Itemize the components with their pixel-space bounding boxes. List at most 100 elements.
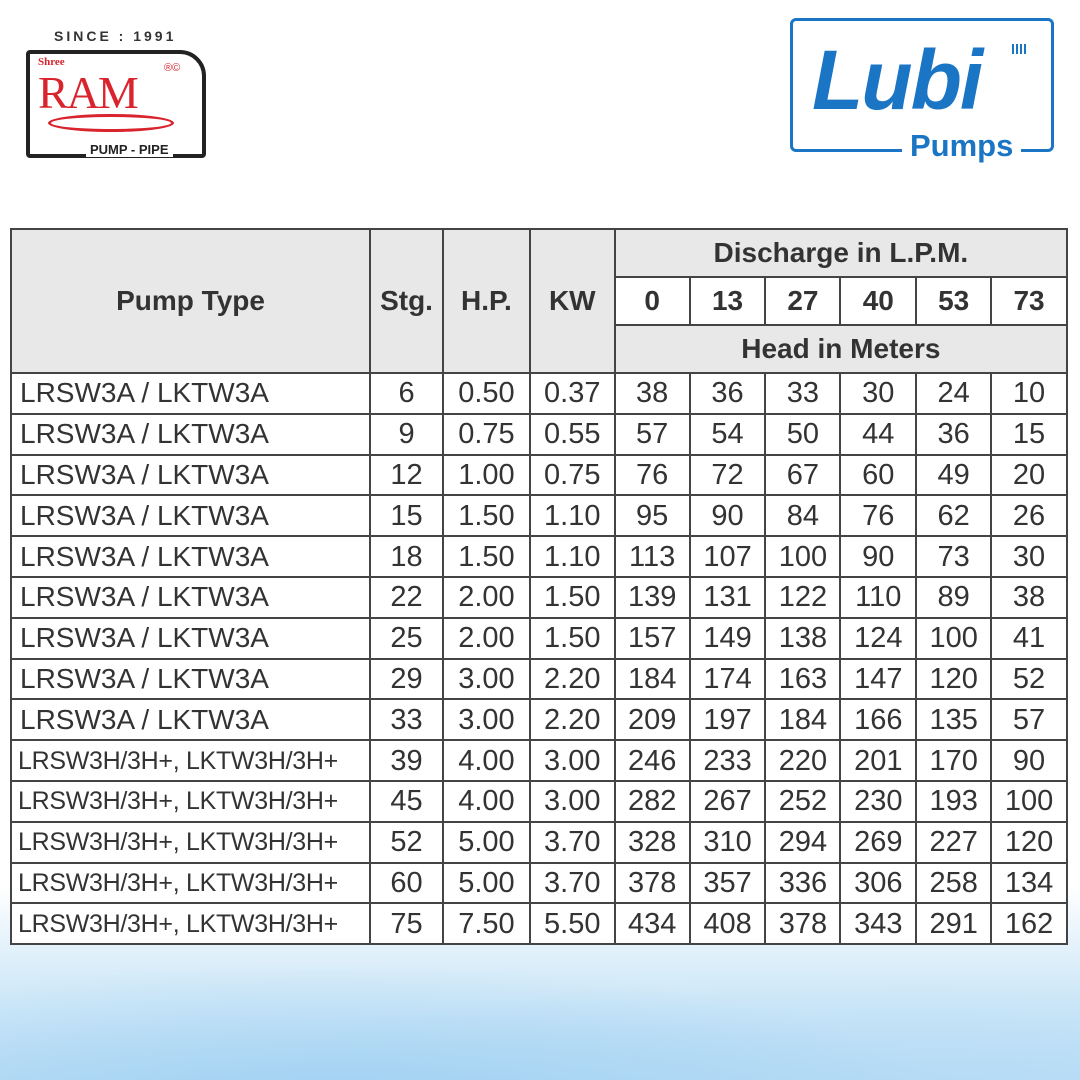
cell-hp: 4.00: [441, 779, 531, 823]
cell-pump-type: LRSW3A / LKTW3A: [9, 372, 372, 415]
cell-head: 100: [915, 616, 993, 660]
cell-head: 378: [764, 902, 842, 946]
cell-head: 72: [688, 453, 767, 497]
cell-head: 310: [688, 820, 767, 864]
cell-kw: 1.10: [528, 494, 616, 538]
cell-head: 147: [839, 657, 918, 701]
cell-stages: 22: [369, 575, 444, 619]
cell-head: 50: [764, 412, 842, 456]
cell-head: 291: [915, 902, 993, 946]
cell-head: 434: [613, 902, 691, 946]
table-row: LRSW3A / LKTW3A 9 0.75 0.55 57 54 50 44 36 15: [9, 412, 1068, 456]
cell-head: 100: [990, 779, 1068, 823]
cell-head: 89: [915, 575, 993, 619]
cell-head: 84: [764, 494, 842, 538]
header-flow-73: 73: [990, 276, 1068, 326]
cell-hp: 4.00: [441, 739, 531, 782]
cell-hp: 3.00: [441, 657, 531, 701]
cell-head: 67: [764, 453, 842, 497]
cell-head: 184: [613, 657, 691, 701]
background-wave: [0, 940, 1080, 1080]
cell-head: 134: [990, 861, 1068, 905]
cell-kw: 3.00: [528, 739, 616, 782]
cell-hp: 0.75: [441, 412, 531, 456]
cell-hp: 1.50: [441, 494, 531, 538]
cell-stages: 15: [369, 494, 444, 538]
cell-head: 57: [990, 698, 1068, 742]
cell-head: 90: [990, 739, 1068, 782]
cell-head: 100: [764, 535, 842, 578]
cell-pump-type: LRSW3A / LKTW3A: [9, 412, 372, 456]
header-flow-40: 40: [839, 276, 918, 326]
header-hp: H.P.: [441, 228, 531, 374]
cell-head: 269: [839, 820, 918, 864]
cell-head: 44: [839, 412, 918, 456]
cell-head: 408: [688, 902, 767, 946]
cell-stages: 52: [369, 820, 444, 864]
cell-kw: 1.10: [528, 535, 616, 578]
shree-ram-logo: SINCE : 1991 Shree RAM ®© PUMP - PIPE: [24, 28, 206, 158]
cell-head: 62: [915, 494, 993, 538]
cell-stages: 39: [369, 739, 444, 782]
cell-head: 197: [688, 698, 767, 742]
cell-head: 220: [764, 739, 842, 782]
cell-pump-type: LRSW3H/3H+, LKTW3H/3H+: [9, 779, 372, 823]
cell-head: 336: [764, 861, 842, 905]
cell-head: 131: [688, 575, 767, 619]
cell-head: 166: [839, 698, 918, 742]
cell-head: 294: [764, 820, 842, 864]
cell-head: 54: [688, 412, 767, 456]
cell-hp: 5.00: [441, 861, 531, 905]
cell-head: 33: [764, 372, 842, 415]
cell-head: 49: [915, 453, 993, 497]
cell-head: 282: [613, 779, 691, 823]
cell-head: 24: [915, 372, 993, 415]
cell-kw: 1.50: [528, 575, 616, 619]
lubi-pumps-logo: Lubi Pumps: [790, 18, 1054, 166]
header-pump-type: Pump Type: [9, 228, 372, 374]
lubi-tagline: Pumps: [902, 128, 1022, 164]
cell-head: 57: [613, 412, 691, 456]
cell-head: 252: [764, 779, 842, 823]
header-stages: Stg.: [369, 228, 444, 374]
cell-head: 76: [839, 494, 918, 538]
header-flow-27: 27: [764, 276, 842, 326]
cell-pump-type: LRSW3A / LKTW3A: [9, 535, 372, 578]
cell-head: 60: [839, 453, 918, 497]
table-row: LRSW3A / LKTW3A 18 1.50 1.10 113 107 100 90 73 30: [9, 535, 1068, 578]
cell-kw: 0.55: [528, 412, 616, 456]
table-row: LRSW3A / LKTW3A 15 1.50 1.10 95 90 84 76 62 26: [9, 494, 1068, 538]
cell-head: 163: [764, 657, 842, 701]
cell-head: 343: [839, 902, 918, 946]
cell-head: 135: [915, 698, 993, 742]
cell-head: 30: [839, 372, 918, 415]
table-row: LRSW3H/3H+, LKTW3H/3H+ 45 4.00 3.00 282 267 25…: [9, 779, 1068, 823]
cell-stages: 75: [369, 902, 444, 946]
cell-head: 90: [839, 535, 918, 578]
cell-head: 267: [688, 779, 767, 823]
cell-head: 36: [915, 412, 993, 456]
cell-hp: 1.50: [441, 535, 531, 578]
header-kw: KW: [528, 228, 616, 374]
cell-head: 73: [915, 535, 993, 578]
cell-head: 328: [613, 820, 691, 864]
cell-kw: 1.50: [528, 616, 616, 660]
cell-hp: 0.50: [441, 372, 531, 415]
grid-icon: [1012, 44, 1026, 54]
header-flow-53: 53: [915, 276, 993, 326]
header-head: Head in Meters: [613, 324, 1069, 374]
table-row: LRSW3A / LKTW3A 12 1.00 0.75 76 72 67 60 49 20: [9, 453, 1068, 497]
cell-stages: 29: [369, 657, 444, 701]
cell-head: 233: [688, 739, 767, 782]
cell-kw: 0.37: [528, 372, 616, 415]
cell-pump-type: LRSW3H/3H+, LKTW3H/3H+: [9, 820, 372, 864]
cell-head: 30: [990, 535, 1068, 578]
table-row: LRSW3H/3H+, LKTW3H/3H+ 60 5.00 3.70 378 357 33…: [9, 861, 1068, 905]
ram-name: RAM: [38, 67, 139, 118]
cell-head: 227: [915, 820, 993, 864]
swirl-ornament: [48, 114, 174, 132]
cell-head: 149: [688, 616, 767, 660]
cell-hp: 1.00: [441, 453, 531, 497]
cell-stages: 45: [369, 779, 444, 823]
cell-head: 36: [688, 372, 767, 415]
